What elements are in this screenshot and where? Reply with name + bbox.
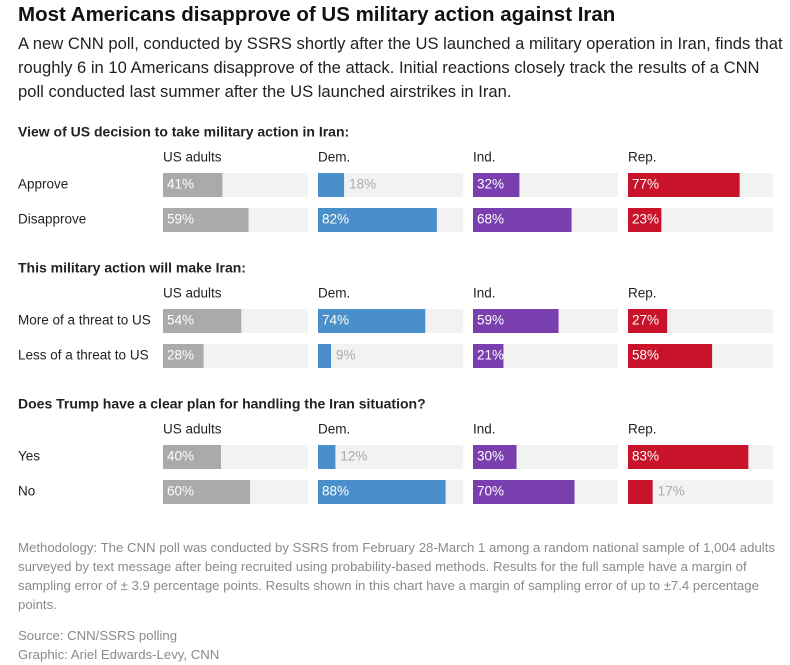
bar xyxy=(628,309,668,333)
bar xyxy=(163,344,204,368)
value-label: 58% xyxy=(632,348,659,363)
value-label: 28% xyxy=(167,348,194,363)
credit: Graphic: Ariel Edwards-Levy, CNN xyxy=(18,647,220,662)
bar xyxy=(628,445,749,469)
bar xyxy=(163,445,221,469)
bar xyxy=(473,445,517,469)
bar-track xyxy=(318,445,463,469)
value-label: 27% xyxy=(632,313,659,328)
bar xyxy=(628,173,740,197)
row-label: More of a threat to US xyxy=(18,313,151,328)
value-label: 23% xyxy=(632,212,659,227)
chart-heading: This military action will make Iran: xyxy=(18,260,246,276)
column-header: Rep. xyxy=(628,286,657,301)
row-label: Yes xyxy=(18,449,40,464)
column-header: Rep. xyxy=(628,422,657,437)
row-label: Approve xyxy=(18,177,68,192)
column-header: Ind. xyxy=(473,150,496,165)
value-label: 70% xyxy=(477,484,504,499)
bar xyxy=(473,480,575,504)
column-header: Ind. xyxy=(473,422,496,437)
methodology: Methodology: The CNN poll was conducted … xyxy=(18,540,775,612)
value-label: 12% xyxy=(340,449,367,464)
bar-track xyxy=(318,344,463,368)
bar xyxy=(318,208,437,232)
value-label: 74% xyxy=(322,313,349,328)
bar xyxy=(163,173,223,197)
bar xyxy=(628,344,713,368)
value-label: 68% xyxy=(477,212,504,227)
value-label: 30% xyxy=(477,449,504,464)
value-label: 17% xyxy=(658,484,685,499)
source: Source: CNN/SSRS polling xyxy=(18,628,178,643)
bar xyxy=(473,173,520,197)
bar xyxy=(318,445,336,469)
value-label: 40% xyxy=(167,449,194,464)
value-label: 21% xyxy=(477,348,504,363)
value-label: 59% xyxy=(167,212,194,227)
bar xyxy=(163,208,249,232)
charts: View of US decision to take military act… xyxy=(18,124,773,504)
bar xyxy=(318,480,446,504)
value-label: 41% xyxy=(167,177,194,192)
bar xyxy=(628,208,662,232)
column-header: US adults xyxy=(163,422,222,437)
bar xyxy=(318,173,345,197)
row-label: Disapprove xyxy=(18,212,86,227)
column-header: US adults xyxy=(163,286,222,301)
column-header: Dem. xyxy=(318,286,350,301)
footer: Methodology: The CNN poll was conducted … xyxy=(18,538,783,664)
value-label: 59% xyxy=(477,313,504,328)
bar xyxy=(318,344,332,368)
column-header: US adults xyxy=(163,150,222,165)
bar xyxy=(163,309,242,333)
value-label: 54% xyxy=(167,313,194,328)
value-label: 32% xyxy=(477,177,504,192)
bar xyxy=(473,208,572,232)
value-label: 60% xyxy=(167,484,194,499)
bar xyxy=(318,309,426,333)
column-header: Rep. xyxy=(628,150,657,165)
value-label: 82% xyxy=(322,212,349,227)
value-label: 83% xyxy=(632,449,659,464)
bar xyxy=(473,344,504,368)
column-header: Ind. xyxy=(473,286,496,301)
column-header: Dem. xyxy=(318,150,350,165)
value-label: 77% xyxy=(632,177,659,192)
title: Most Americans disapprove of US military… xyxy=(18,3,616,26)
chart-heading: View of US decision to take military act… xyxy=(18,124,349,140)
value-label: 18% xyxy=(349,177,376,192)
value-label: 9% xyxy=(336,348,356,363)
row-label: No xyxy=(18,484,35,499)
bar xyxy=(628,480,653,504)
bar xyxy=(473,309,559,333)
bar xyxy=(163,480,250,504)
row-label: Less of a threat to US xyxy=(18,348,149,363)
subtitle: A new CNN poll, conducted by SSRS shortl… xyxy=(18,34,783,101)
value-label: 88% xyxy=(322,484,349,499)
chart-heading: Does Trump have a clear plan for handlin… xyxy=(18,396,426,412)
column-header: Dem. xyxy=(318,422,350,437)
